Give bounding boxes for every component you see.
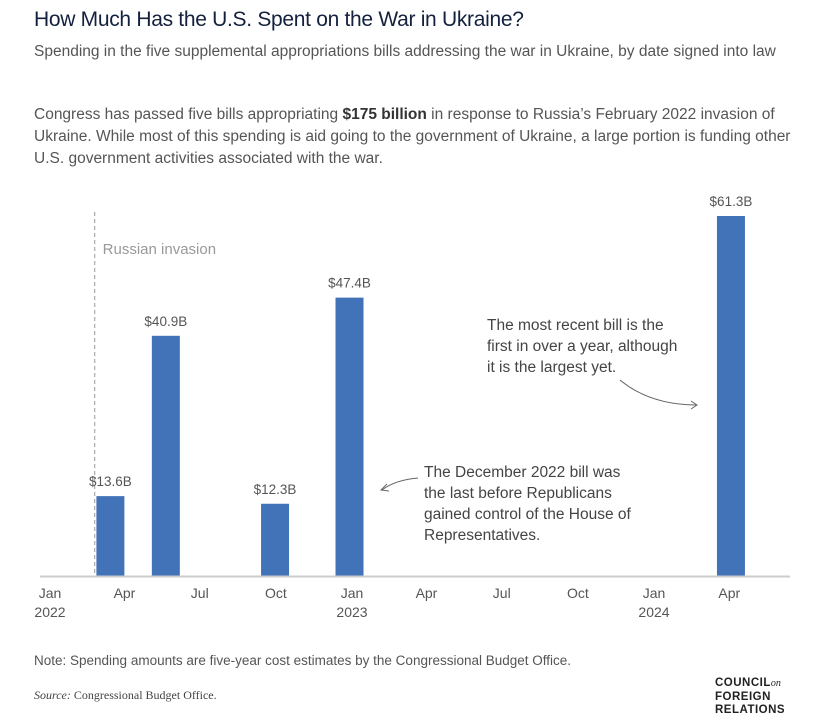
bar-chart: Russian invasion $13.6B $40.9B $12.3B $47.4B… <box>34 194 790 620</box>
annotation-0-line-0: The December 2022 bill was <box>424 464 621 481</box>
x-tick-year-4: 2023 <box>336 604 367 620</box>
arrowhead-0 <box>379 483 390 492</box>
bar-label-1: $40.9B <box>144 314 187 329</box>
bar-2 <box>261 503 290 576</box>
bar-4 <box>716 216 745 576</box>
x-tick-year-8: 2024 <box>638 604 669 620</box>
source-line: Source: Congressional Budget Office. <box>34 688 217 703</box>
chart-description: Congress has passed five bills appropria… <box>34 104 804 170</box>
annotation-0-line-2: gained control of the House of <box>424 506 631 523</box>
x-tick-label-3: Oct <box>265 585 287 601</box>
x-tick-label-7: Oct <box>567 585 589 601</box>
cfr-logo: COUNCILon FOREIGN RELATIONS <box>715 677 786 716</box>
annotation-arrow-1 <box>619 379 698 406</box>
bar-0 <box>96 496 125 576</box>
x-tick-label-4: Jan <box>341 585 364 601</box>
bar-label-4: $61.3B <box>710 194 753 209</box>
bar-1 <box>151 335 180 576</box>
bar-label-2: $12.3B <box>254 482 297 497</box>
annotation-0-line-1: the last before Republicans <box>424 485 612 502</box>
x-tick-label-8: Jan <box>643 585 666 601</box>
desc-highlight: $175 billion <box>342 106 427 123</box>
x-tick-label-6: Jul <box>493 585 511 601</box>
x-tick-label-2: Jul <box>191 585 209 601</box>
bar-label-0: $13.6B <box>89 474 132 489</box>
bar-label-3: $47.4B <box>328 276 371 291</box>
x-tick-label-0: Jan <box>39 585 62 601</box>
annotation-1-line-0: The most recent bill is the <box>487 317 664 334</box>
source-text: Congressional Budget Office. <box>70 688 217 702</box>
x-tick-label-9: Apr <box>718 585 740 601</box>
reference-line-label: Russian invasion <box>103 241 216 258</box>
footnote: Note: Spending amounts are five-year cos… <box>34 653 572 668</box>
desc-text: Congress has passed five bills appropria… <box>34 106 343 123</box>
annotation-0-line-3: Representatives. <box>424 527 540 544</box>
arrowhead-1 <box>690 400 698 410</box>
annotation-1-line-1: first in over a year, although <box>487 338 677 355</box>
x-tick-label-5: Apr <box>416 585 438 601</box>
annotation-1-line-2: it is the largest yet. <box>487 359 616 376</box>
x-tick-label-1: Apr <box>114 585 136 601</box>
chart-subtitle: Spending in the five supplemental approp… <box>34 43 776 60</box>
x-tick-year-0: 2022 <box>34 604 65 620</box>
desc-text-rest: in response to Russia’s February 2022 in… <box>34 106 791 167</box>
annotation-arrow-0 <box>381 477 419 491</box>
bar-3 <box>335 297 364 576</box>
source-label: Source: <box>34 688 71 702</box>
chart-title: How Much Has the U.S. Spent on the War i… <box>34 8 524 31</box>
